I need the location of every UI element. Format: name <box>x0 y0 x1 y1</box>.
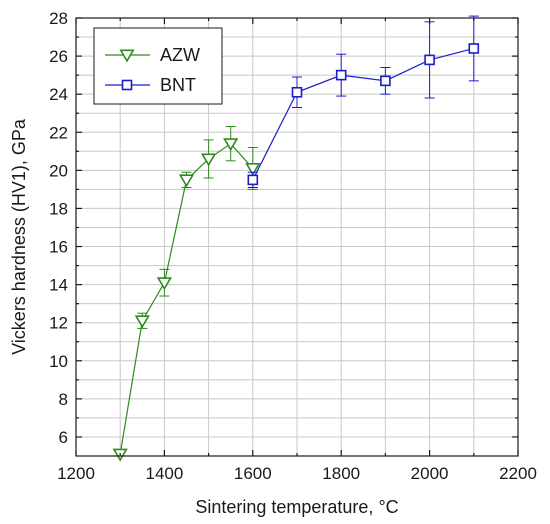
data-point <box>335 69 347 81</box>
y-tick-label: 12 <box>49 314 68 333</box>
data-point <box>201 153 217 167</box>
x-tick-label: 1200 <box>57 464 95 483</box>
y-tick-label: 24 <box>49 85 68 104</box>
series-line <box>252 47 474 181</box>
axis-ticks: 1200 1400 1600 1800 2000 2200 6 8 10 12 14 16 18 20 22… <box>49 9 537 483</box>
series-line <box>119 142 254 455</box>
legend-box <box>93 27 223 105</box>
x-tick-label: 1400 <box>145 464 183 483</box>
y-tick-label: 8 <box>59 390 68 409</box>
series-layer <box>112 15 480 462</box>
data-point <box>291 86 303 98</box>
data-point <box>380 75 391 87</box>
data-point <box>223 138 239 152</box>
y-axis-title: Vickers hardness (HV1), GPa <box>9 118 29 355</box>
y-tick-label: 18 <box>49 199 68 218</box>
x-tick-label: 2000 <box>411 464 449 483</box>
y-tick-label: 28 <box>49 9 68 28</box>
data-point <box>156 277 172 291</box>
legend: AZW BNT <box>93 27 223 105</box>
series-azw <box>112 126 261 462</box>
y-tick-label: 10 <box>49 352 68 371</box>
y-tick-label: 26 <box>49 47 68 66</box>
y-tick-label: 6 <box>59 428 68 447</box>
y-tick-label: 16 <box>49 238 68 257</box>
y-tick-label: 14 <box>49 276 68 295</box>
legend-label: AZW <box>160 45 200 65</box>
x-tick-label: 1800 <box>322 464 360 483</box>
series-bnt <box>247 15 480 188</box>
legend-marker <box>119 49 135 63</box>
data-point <box>245 162 261 176</box>
x-tick-label: 1600 <box>234 464 272 483</box>
data-point <box>247 174 259 186</box>
data-point <box>424 54 435 66</box>
x-axis-title: Sintering temperature, °C <box>195 497 398 517</box>
y-tick-label: 20 <box>49 161 68 180</box>
legend-label: BNT <box>160 75 196 95</box>
data-point <box>134 315 150 329</box>
y-tick-label: 22 <box>49 123 68 142</box>
x-tick-label: 2200 <box>499 464 537 483</box>
legend-marker <box>121 79 133 91</box>
data-point <box>178 174 195 188</box>
data-point <box>468 43 480 54</box>
